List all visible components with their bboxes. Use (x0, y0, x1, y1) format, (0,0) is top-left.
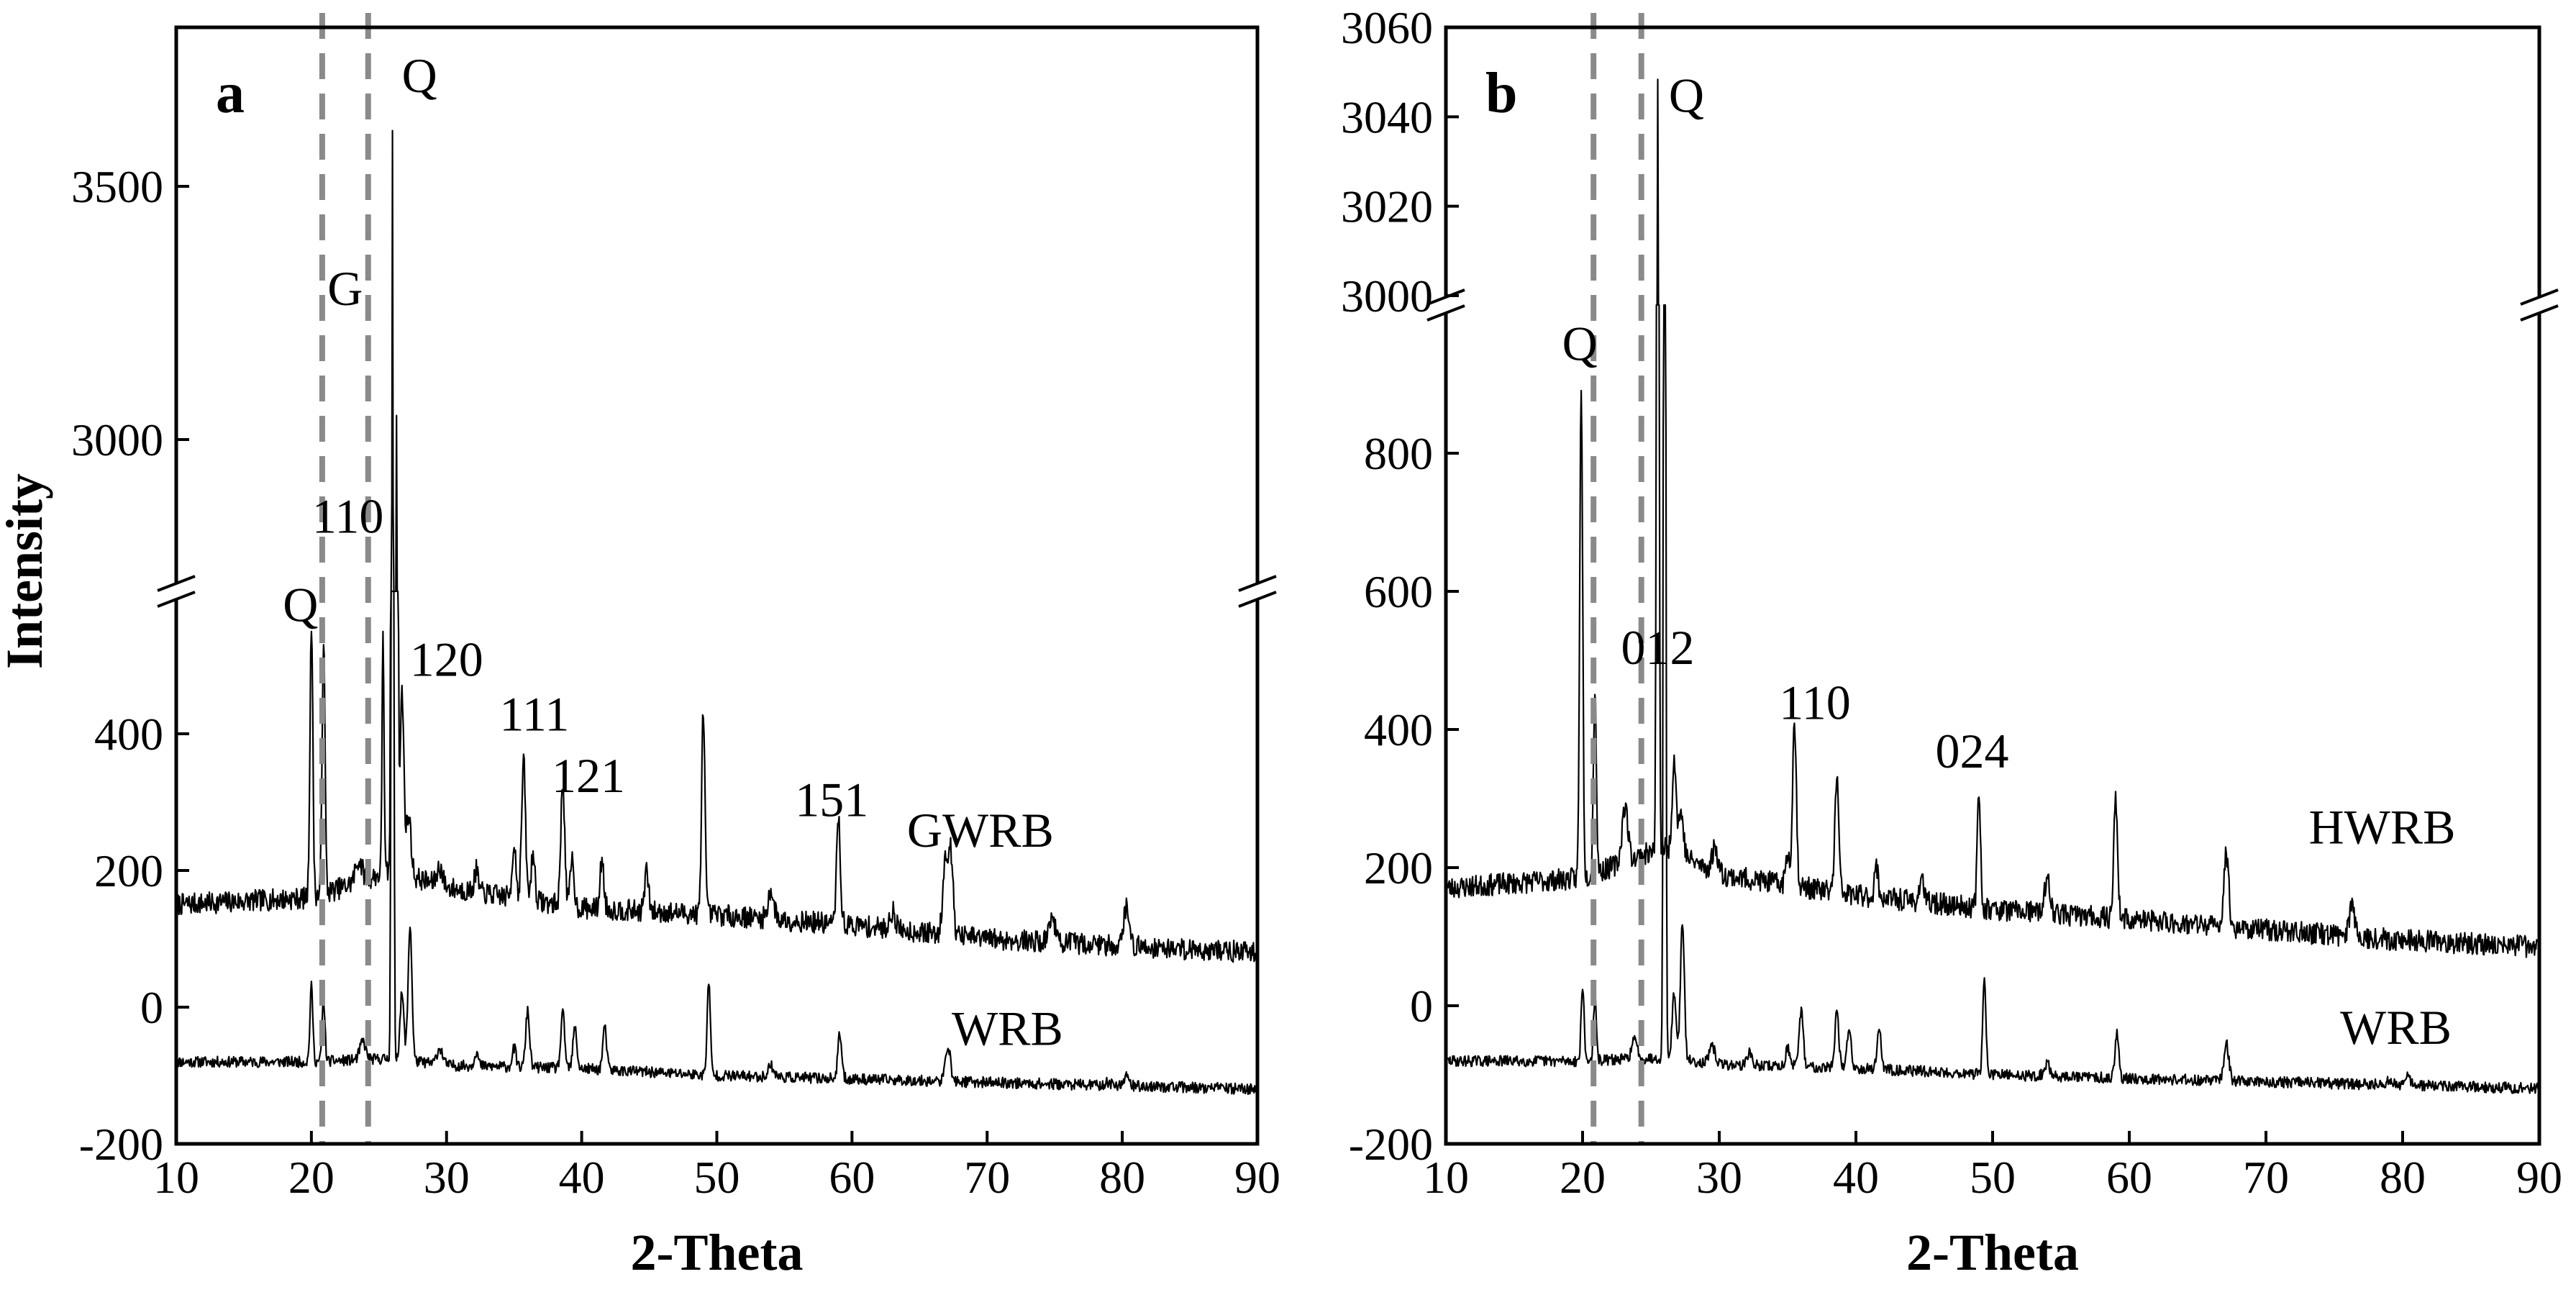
axis-break-gap (155, 583, 198, 599)
y-tick-label: 0 (140, 982, 163, 1033)
series-hwrb-trace (1446, 78, 2539, 958)
series-label: WRB (2340, 1000, 2452, 1055)
y-tick-label: 400 (1364, 704, 1433, 755)
axis-break-gap (2518, 297, 2561, 313)
y-tick-label: 3000 (1341, 270, 1433, 322)
peak-annotation: 110 (312, 489, 383, 544)
y-tick-label: 3500 (71, 161, 163, 212)
axis-break-mark (1238, 591, 1277, 608)
x-tick-label: 80 (2380, 1152, 2426, 1203)
peak-annotation: Q (283, 578, 318, 632)
x-tick-label: 70 (2243, 1152, 2289, 1203)
y-tick-label: 3040 (1341, 91, 1433, 142)
axis-break-mark (2520, 304, 2559, 322)
peak-annotation: Q (402, 48, 437, 103)
axis-break-gap (1236, 583, 1279, 599)
y-tick-label: 200 (94, 845, 163, 896)
panel-b: 10 20 30 40 50 60 70 80 90-200020040060080030003… (1341, 2, 2562, 1281)
x-axis-title: 2-Theta (1906, 1224, 2079, 1281)
x-tick-label: 40 (1833, 1152, 1879, 1203)
series-label: GWRB (907, 803, 1054, 858)
y-tick-label: 800 (1364, 428, 1433, 479)
y-tick-label: 400 (94, 709, 163, 760)
peak-annotation: 111 (499, 687, 569, 742)
x-tick-label: 40 (559, 1152, 605, 1203)
axis-break-mark (1426, 304, 1465, 322)
x-tick-label: 30 (424, 1152, 470, 1203)
peak-annotation: 120 (410, 632, 483, 687)
x-axis-title: 2-Theta (631, 1224, 804, 1281)
peak-annotation: 012 (1621, 620, 1695, 675)
plot-frame (1444, 25, 2541, 1146)
x-tick-label: 50 (1970, 1152, 2016, 1203)
y-tick-label: 3020 (1341, 181, 1433, 232)
peak-annotation: Q (1562, 316, 1598, 370)
x-tick-label: 90 (1234, 1152, 1280, 1203)
x-tick-label: 80 (1099, 1152, 1145, 1203)
y-tick-label: -200 (1349, 1119, 1433, 1170)
y-tick-label: 3060 (1341, 2, 1433, 53)
x-tick-label: 50 (694, 1152, 740, 1203)
axis-break-mark (1238, 575, 1277, 592)
peak-annotation: Q (1669, 68, 1704, 122)
x-tick-label: 60 (2106, 1152, 2152, 1203)
series-gwrb-trace (176, 129, 1257, 963)
panel-label: a (216, 62, 245, 125)
series-label: HWRB (2309, 799, 2456, 854)
series-wrb-trace (176, 590, 1257, 1096)
axis-break-mark (157, 591, 196, 608)
axis-break-mark (157, 575, 196, 592)
series-wrb-trace (1446, 304, 2539, 1094)
series-label: WRB (952, 1001, 1063, 1056)
plot-frame (174, 25, 1260, 1146)
x-tick-label: 30 (1696, 1152, 1742, 1203)
y-tick-label: 600 (1364, 566, 1433, 617)
axis-break-mark (2520, 288, 2559, 306)
y-axis-title: Intensity (0, 473, 53, 669)
y-tick-label: 3000 (71, 414, 163, 465)
x-tick-label: 90 (2516, 1152, 2562, 1203)
peak-annotation: G (327, 261, 363, 316)
panel-label: b (1485, 62, 1518, 125)
x-tick-label: 60 (829, 1152, 875, 1203)
y-tick-label: -200 (79, 1119, 163, 1170)
x-tick-label: 20 (288, 1152, 334, 1203)
y-tick-label: 200 (1364, 842, 1433, 894)
x-tick-label: 10 (153, 1152, 199, 1203)
x-tick-label: 10 (1423, 1152, 1469, 1203)
peak-annotation: 110 (1779, 676, 1850, 730)
peak-annotation: 151 (795, 772, 868, 827)
x-tick-label: 70 (964, 1152, 1010, 1203)
peak-annotation: 121 (552, 748, 625, 803)
peak-annotation: 024 (1936, 724, 2009, 778)
x-tick-label: 20 (1560, 1152, 1606, 1203)
panel-a: 10 20 30 40 50 60 70 80 90-200020040030003500aGW… (0, 13, 1280, 1281)
y-tick-label: 0 (1410, 981, 1433, 1032)
